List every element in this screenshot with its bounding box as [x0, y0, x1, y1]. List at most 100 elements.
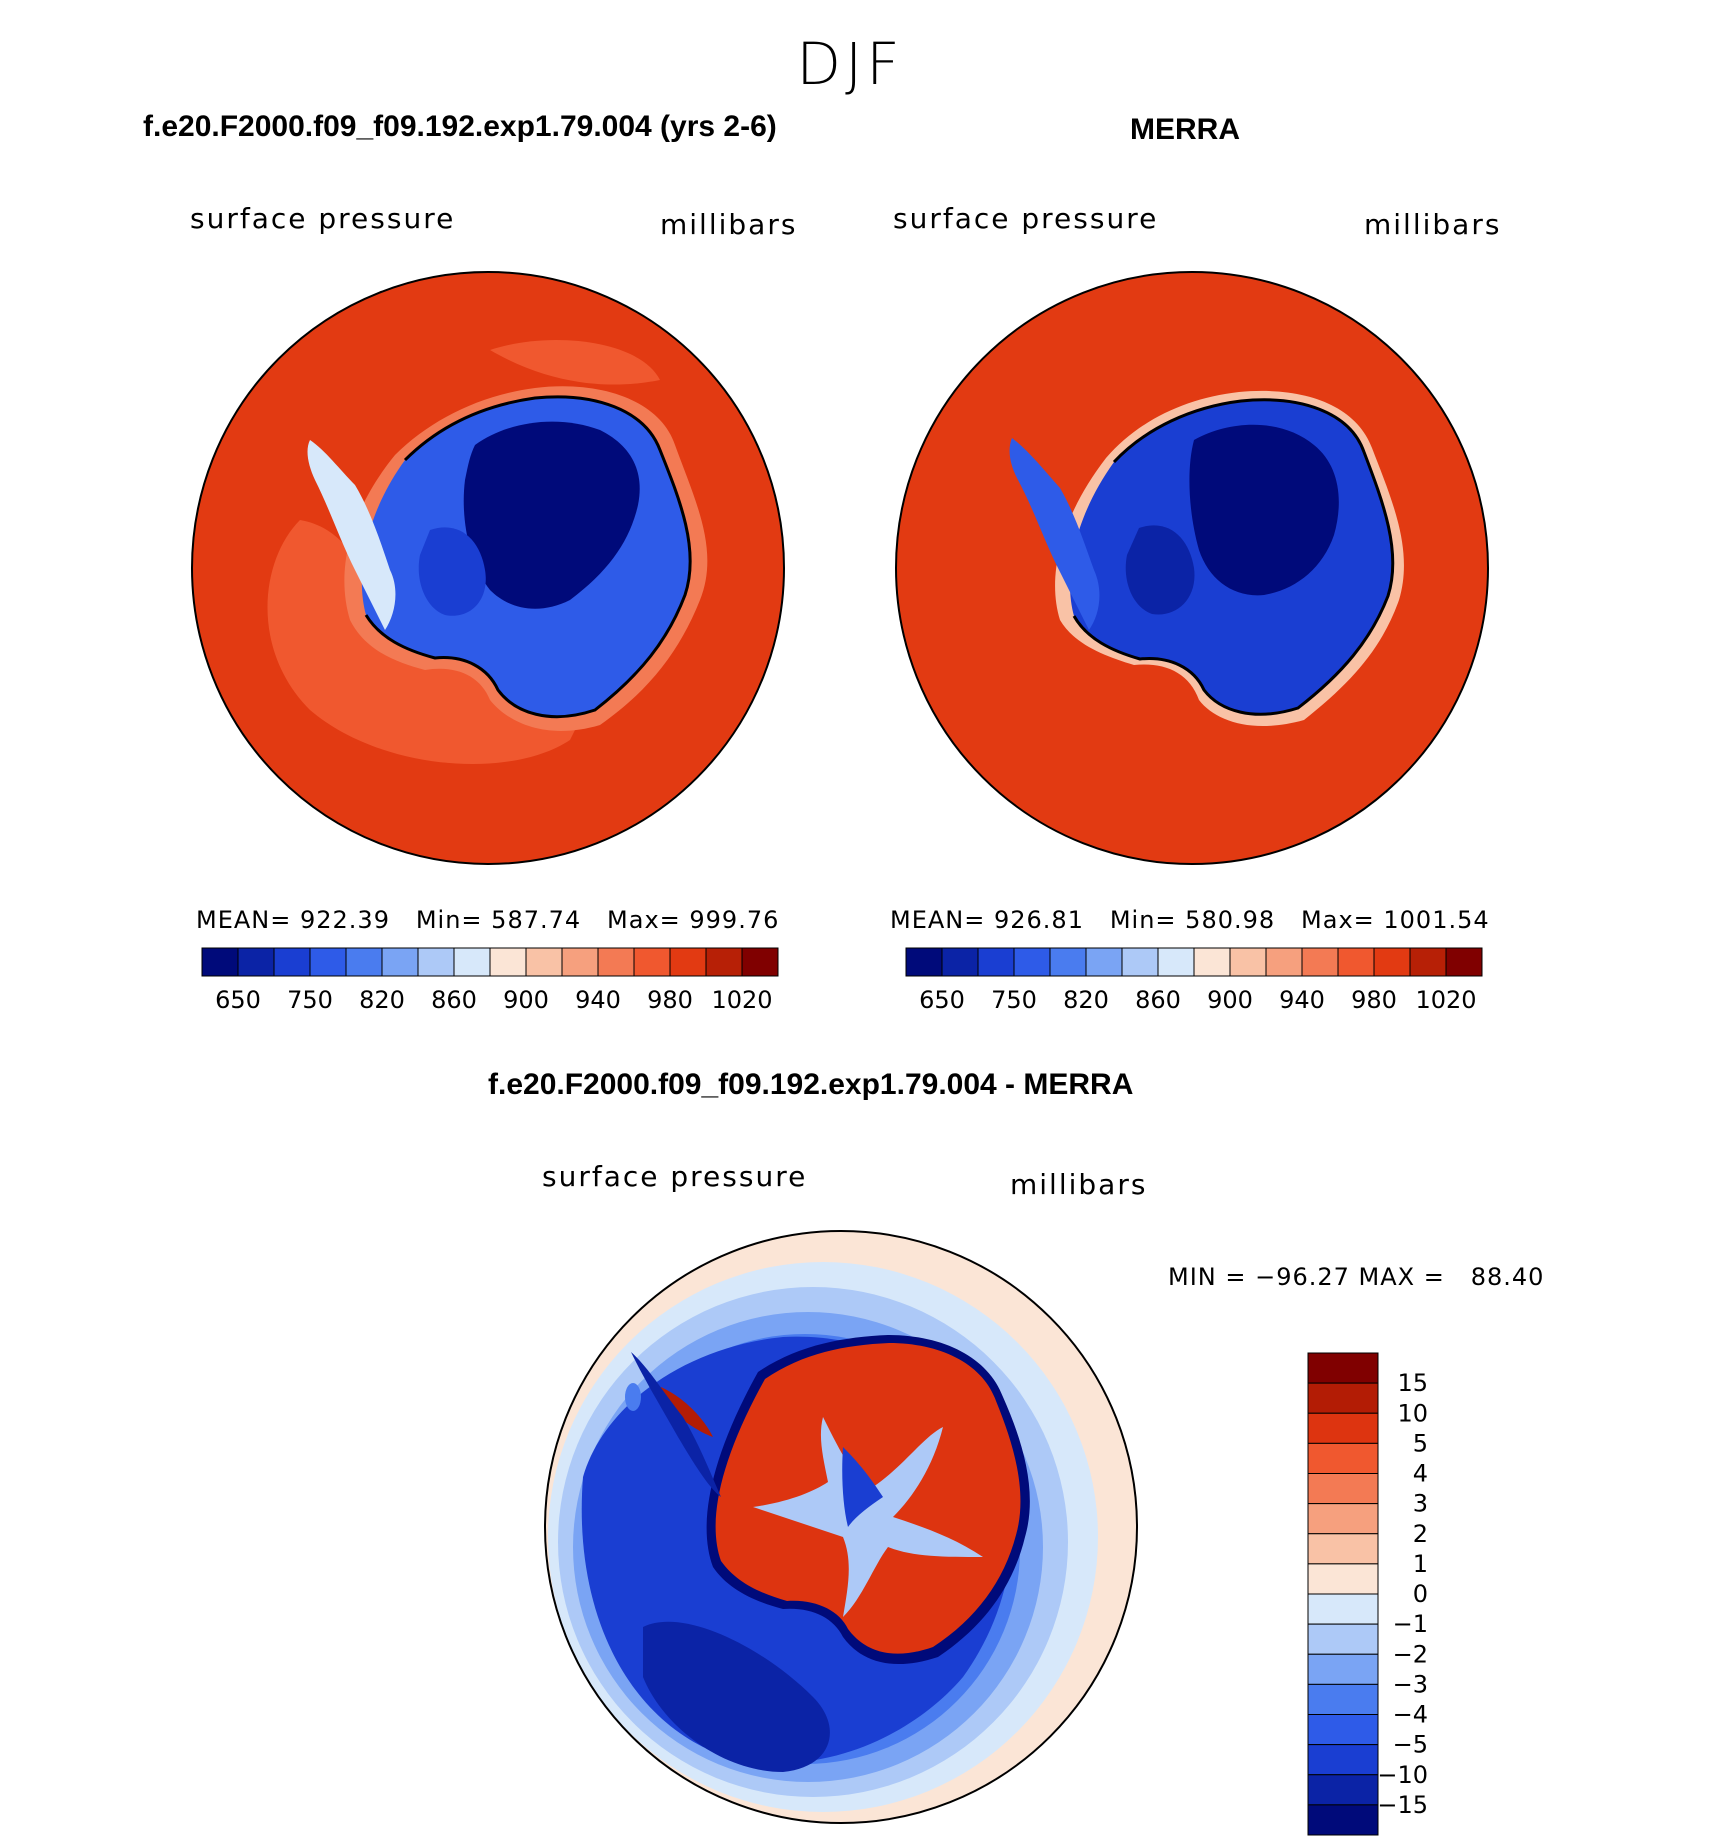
coastline [1072, 398, 1395, 716]
panel-2-colorbar-tick-label: 980 [1351, 986, 1397, 1014]
plateau-mid [418, 527, 486, 616]
season-title: DJF [796, 30, 904, 98]
panel-2-colorbar-bin [1085, 947, 1123, 977]
panel-2-colorbar-bin [1157, 947, 1195, 977]
difference-units-label: millibars [1010, 1168, 1148, 1201]
difference-colorbar-bin [1307, 1714, 1379, 1746]
difference-colorbar-bin [1307, 1683, 1379, 1715]
panel-1-colorbar-bin [741, 947, 779, 977]
panel-1-colorbar-bin [597, 947, 635, 977]
difference-colorbar-bin [1307, 1653, 1379, 1685]
difference-colorbar-bin [1307, 1442, 1379, 1474]
panel-2-colorbar-bin [977, 947, 1015, 977]
panel-1-colorbar-tick-label: 1020 [711, 986, 772, 1014]
panel-1-colorbar-bin [525, 947, 563, 977]
difference-colorbar-bin [1307, 1473, 1379, 1505]
panel-2-colorbar-bin [1337, 947, 1375, 977]
peninsula-land [1009, 438, 1100, 630]
panel-1-colorbar-tick-label: 820 [359, 986, 405, 1014]
panel-2-colorbar-bin [1445, 947, 1483, 977]
panel-2-variable-label: surface pressure [893, 202, 1159, 235]
difference-colorbar-tick-label: −5 [1393, 1731, 1428, 1759]
panel-2-colorbar-bin [905, 947, 943, 977]
diff-antarctica-negative-streaks [753, 1417, 983, 1617]
plateau-high [463, 421, 640, 609]
panel-1-colorbar-tick-label: 650 [215, 986, 261, 1014]
coastline [364, 395, 692, 719]
map-boundary [191, 271, 785, 865]
diff-antarctica-strong-negative [842, 1447, 883, 1527]
difference-colorbar-tick-label: 2 [1413, 1520, 1428, 1548]
map-boundary [544, 1230, 1138, 1824]
panel-1-colorbar-bin [561, 947, 599, 977]
panel-2-title: MERRA [1130, 113, 1240, 146]
panel-1-colorbar-bin [633, 947, 671, 977]
pressure-shelf-region [490, 340, 660, 385]
difference-colorbar-tick-label: −2 [1393, 1640, 1428, 1668]
panel-1-colorbar-tick-label: 750 [287, 986, 333, 1014]
diff-peninsula-negative [631, 1352, 721, 1497]
panel-2-colorbar-bin [1121, 947, 1159, 977]
difference-colorbar-bin [1307, 1382, 1379, 1414]
panel-2-colorbar-bin [941, 947, 979, 977]
panel-2-colorbar-tick-label: 860 [1135, 986, 1181, 1014]
panel-2-colorbar-bin [1193, 947, 1231, 977]
panel-2-map [895, 271, 1489, 865]
difference-colorbar-tick-label: 15 [1397, 1369, 1428, 1397]
difference-colorbar-tick-label: 4 [1413, 1460, 1428, 1488]
panel-1-colorbar-bin [489, 947, 527, 977]
difference-colorbar-tick-label: −1 [1393, 1610, 1428, 1638]
difference-colorbar-tick-label: −4 [1393, 1701, 1428, 1729]
panel-2-colorbar-bin [1265, 947, 1303, 977]
difference-title: f.e20.F2000.f09_f09.192.exp1.79.004 - ME… [488, 1068, 1134, 1101]
panel-2-colorbar-bin [1229, 947, 1267, 977]
panel-2-stats: MEAN= 926.81 Min= 580.98 Max= 1001.54 [890, 906, 1490, 934]
panel-1-colorbar-tick-label: 980 [647, 986, 693, 1014]
panel-2-colorbar-bin [1049, 947, 1087, 977]
difference-colorbar-bin [1307, 1623, 1379, 1655]
panel-2-colorbar-tick-label: 820 [1063, 986, 1109, 1014]
panel-2-colorbar-tick-label: 900 [1207, 986, 1253, 1014]
difference-colorbar-bin [1307, 1774, 1379, 1806]
panel-1-colorbar-bin [201, 947, 239, 977]
panel-2-colorbar-tick-label: 650 [919, 986, 965, 1014]
panel-1-variable-label: surface pressure [190, 202, 456, 235]
panel-1-map [191, 271, 785, 865]
panel-1-colorbar-bin [309, 947, 347, 977]
difference-colorbar-tick-label: 5 [1413, 1429, 1428, 1457]
panel-1-colorbar-bin [669, 947, 707, 977]
panel-1-colorbar-tick-label: 900 [503, 986, 549, 1014]
panel-2-colorbar-bin [1373, 947, 1411, 977]
panel-1-colorbar-bin [705, 947, 743, 977]
difference-colorbar-bin [1307, 1412, 1379, 1444]
plateau-mid [1125, 525, 1195, 615]
difference-map [544, 1230, 1138, 1824]
panel-2-colorbar-tick-label: 750 [991, 986, 1037, 1014]
difference-colorbar-tick-label: 3 [1413, 1490, 1428, 1518]
panel-2-colorbar: 650 750 820 860 900 940 980 1020 [905, 947, 1483, 1014]
panel-1-colorbar: 650 750 820 860 900 940 980 1020 [201, 947, 779, 1014]
difference-colorbar-bin [1307, 1804, 1379, 1836]
difference-colorbar-bin [1307, 1563, 1379, 1595]
panel-1-colorbar-bin [417, 947, 455, 977]
difference-colorbar-tick-label: 0 [1413, 1580, 1428, 1608]
panel-2-units-label: millibars [1364, 208, 1502, 241]
difference-stats: MIN = −96.27 MAX = 88.40 [1168, 1263, 1545, 1291]
panel-1-colorbar-bin [237, 947, 275, 977]
panel-2-colorbar-bin [1301, 947, 1339, 977]
panel-1-colorbar-bin [273, 947, 311, 977]
difference-colorbar-bin [1307, 1593, 1379, 1625]
plateau-high [1189, 424, 1339, 596]
difference-colorbar-tick-label: 10 [1397, 1399, 1428, 1427]
panel-2-colorbar-tick-label: 940 [1279, 986, 1325, 1014]
panel-1-colorbar-bin [345, 947, 383, 977]
difference-variable-label: surface pressure [542, 1160, 808, 1193]
panel-1-colorbar-bin [381, 947, 419, 977]
diff-south-trough [643, 1621, 830, 1772]
difference-colorbar-bin [1307, 1503, 1379, 1535]
peninsula-land [307, 440, 396, 630]
diff-peninsula-positive [661, 1387, 713, 1437]
difference-colorbar-tick-label: 1 [1413, 1550, 1428, 1578]
difference-colorbar-tick-label: −10 [1377, 1761, 1428, 1789]
panel-1-units-label: millibars [660, 208, 798, 241]
